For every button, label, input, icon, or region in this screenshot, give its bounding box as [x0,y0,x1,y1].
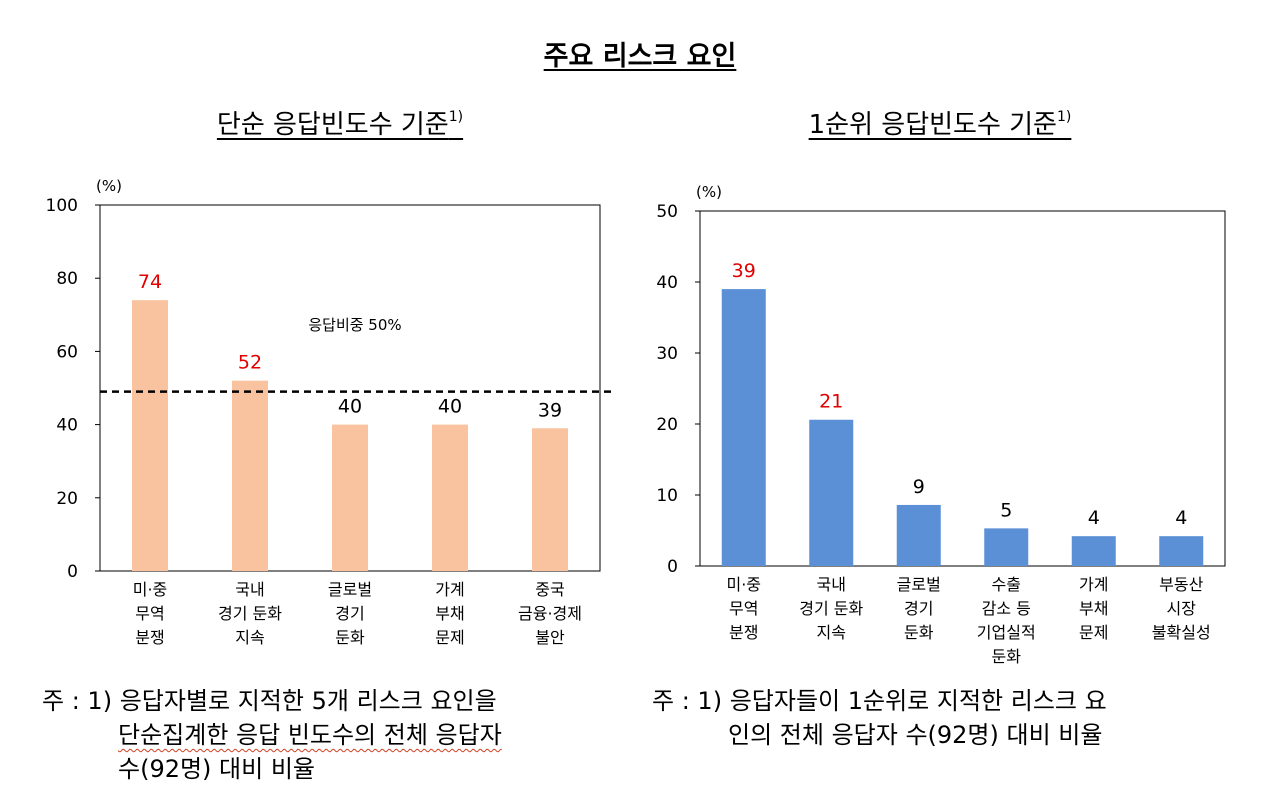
left-bar [432,424,468,571]
right-note-line-2: 인의 전체 응답자 수(92명) 대비 비율 [728,721,1103,749]
left-y-tick-label: 100 [46,196,78,216]
right-note-prefix: 주 : 1) [652,687,723,715]
left-category-label: 둔화 [335,628,365,647]
right-category-label: 미·중 [726,575,761,594]
left-value-label: 40 [438,396,462,418]
left-note-prefix: 주 : 1) [42,687,113,715]
left-note-line-3: 수(92명) 대비 비율 [118,755,316,783]
right-category-label: 경기 [904,599,933,618]
left-bar [232,380,268,571]
right-category-label: 글로벌 [897,575,941,594]
left-bar [532,428,568,571]
left-note-line-2: 단순집계한 응답 빈도수의 전체 응답자 [118,721,502,749]
right-value-label: 4 [1088,507,1100,529]
left-category-label: 부채 [435,604,464,623]
left-category-label: 지속 [235,628,264,647]
right-y-tick-label: 40 [656,273,678,293]
right-value-label: 4 [1175,507,1187,529]
left-category-label: 무역 [135,604,164,623]
right-category-label: 둔화 [992,647,1022,666]
left-category-label: 가계 [435,580,464,599]
left-category-label: 금융·경제 [518,604,582,623]
right-plot-frame [699,210,1226,567]
right-category-label: 부채 [1079,599,1108,618]
right-value-label: 39 [732,260,756,282]
right-y-unit: (%) [696,183,722,201]
right-bar [896,504,941,566]
right-y-tick-label: 0 [667,557,678,577]
left-note-line-1: 응답자별로 지적한 5개 리스크 요인을 [119,687,497,715]
right-footnote: 주 : 1) 응답자들이 1순위로 지적한 리스크 요 인의 전체 응답자 수(… [652,684,1107,752]
left-y-tick-label: 40 [56,416,78,436]
left-category-label: 문제 [435,628,464,647]
right-bar [721,289,766,566]
page-title: 주요 리스크 요인 [543,41,737,72]
left-category-label: 불안 [535,628,565,647]
right-category-label: 기업실적 [977,623,1036,642]
left-value-label: 40 [338,396,362,418]
right-value-label: 5 [1000,499,1012,521]
left-footnote: 주 : 1) 응답자별로 지적한 5개 리스크 요인을 단순집계한 응답 빈도수… [42,684,502,786]
right-category-label: 감소 등 [982,599,1031,618]
right-category-label: 시장 [1167,599,1197,618]
left-value-label: 74 [138,271,162,293]
left-category-label: 경기 [335,604,364,623]
right-value-label: 21 [819,391,843,413]
right-y-tick-label: 30 [656,344,678,364]
right-chart-title: 1순위 응답빈도수 기준1) [808,109,1072,140]
right-category-label: 문제 [1079,623,1108,642]
left-bar [132,300,168,571]
right-bar [809,419,854,566]
right-category-label: 부동산 [1159,575,1203,594]
left-chart-title: 단순 응답빈도수 기준1) [216,109,464,140]
left-category-label: 중국 [535,580,564,599]
right-bar [1159,536,1204,566]
right-category-label: 가계 [1079,575,1108,594]
left-y-tick-label: 80 [56,269,78,289]
right-category-label: 무역 [729,599,758,618]
left-bar [332,424,368,571]
right-category-label: 수출 [992,575,1021,594]
right-value-label: 9 [913,476,925,498]
right-bar [1071,536,1116,566]
right-category-label: 분쟁 [729,623,758,642]
left-value-label: 52 [238,352,262,374]
left-category-label: 미·중 [133,580,168,599]
right-y-tick-label: 10 [656,486,678,506]
left-value-label: 39 [538,399,562,421]
right-category-label: 둔화 [904,623,934,642]
left-reference-label: 응답비중 50% [308,316,401,334]
right-bar [984,528,1029,566]
right-category-label: 불확실성 [1152,623,1211,642]
left-y-tick-label: 0 [67,562,78,582]
left-y-tick-label: 60 [56,342,78,362]
right-y-tick-label: 20 [656,415,678,435]
left-category-label: 글로벌 [328,580,372,599]
right-category-label: 국내 [817,575,846,594]
left-y-unit: (%) [96,177,122,195]
right-category-label: 지속 [817,623,846,642]
left-category-label: 분쟁 [135,628,164,647]
right-category-label: 경기 둔화 [799,599,863,618]
right-y-tick-label: 50 [656,202,678,222]
left-y-tick-label: 20 [56,489,78,509]
left-category-label: 국내 [235,580,264,599]
right-note-line-1: 응답자들이 1순위로 지적한 리스크 요 [729,687,1107,715]
left-category-label: 경기 둔화 [218,604,282,623]
